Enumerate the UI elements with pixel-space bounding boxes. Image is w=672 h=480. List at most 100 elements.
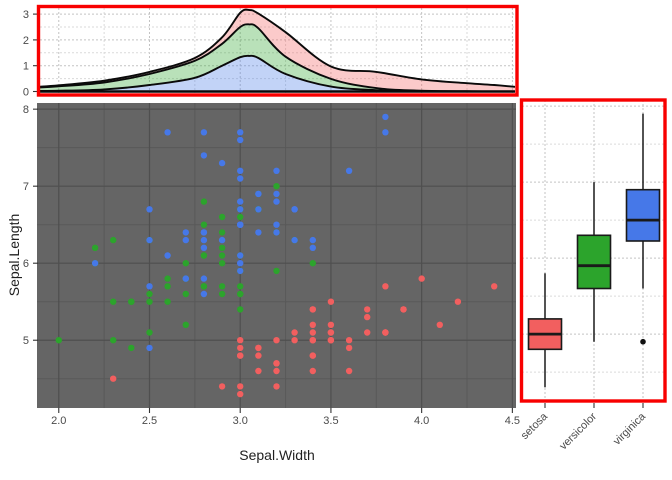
scatter-point-setosa — [327, 298, 335, 305]
scatter-point-versicolor — [146, 290, 153, 298]
scatter-point-setosa — [309, 329, 316, 336]
scatter-y-tick-label: 6 — [23, 258, 29, 270]
scatter-point-versicolor — [110, 337, 117, 344]
scatter-point-setosa — [345, 367, 353, 375]
scatter-point-virginica — [237, 129, 244, 136]
scatter-point-virginica — [91, 260, 99, 267]
scatter-point-virginica — [218, 159, 226, 167]
boxplot-virginica — [625, 113, 661, 345]
scatter-point-virginica — [255, 206, 262, 213]
scatter-point-versicolor — [200, 283, 208, 290]
scatter-panel-bg — [37, 103, 516, 408]
scatter-point-setosa — [309, 321, 316, 328]
scatter-point-setosa — [237, 390, 244, 398]
scatter-point-virginica — [237, 175, 244, 182]
density-areas — [40, 8, 515, 93]
scatter-x-tick-label: 2.5 — [142, 415, 157, 427]
scatter-point-setosa — [291, 337, 298, 344]
scatter-point-versicolor — [182, 290, 189, 298]
scatter-point-versicolor — [128, 344, 135, 352]
scatter-point-virginica — [237, 252, 244, 259]
scatter-point-virginica — [182, 275, 189, 282]
scatter-point-versicolor — [218, 283, 226, 290]
scatter-point-versicolor — [146, 329, 153, 336]
scatter-point-virginica — [382, 129, 389, 136]
scatter-point-versicolor — [110, 298, 117, 305]
scatter-point-setosa — [309, 352, 316, 359]
scatter-point-setosa — [309, 367, 316, 375]
box-category-label: versicolor — [557, 410, 599, 452]
scatter-point-setosa — [382, 329, 389, 336]
scatter-point-virginica — [146, 283, 153, 290]
scatter-y-tick-label: 5 — [23, 335, 29, 347]
scatter-point-virginica — [255, 229, 262, 236]
box-outlier — [640, 338, 646, 345]
scatter-point-virginica — [200, 275, 208, 282]
scatter-point-virginica — [382, 113, 389, 121]
scatter-point-virginica — [273, 221, 280, 228]
density-curve-2 — [40, 8, 515, 88]
scatter-point-versicolor — [146, 298, 153, 305]
scatter-x-tick-label: 3.0 — [233, 415, 248, 427]
scatter-points — [55, 113, 498, 398]
scatter-point-virginica — [255, 190, 262, 198]
scatter-point-versicolor — [164, 275, 171, 282]
scatter-point-setosa — [218, 383, 226, 390]
scatter-point-virginica — [200, 129, 208, 136]
scatter-point-versicolor — [218, 244, 226, 251]
scatter-point-virginica — [237, 221, 244, 228]
scatter-point-setosa — [309, 337, 316, 344]
y-axis-title: Sepal.Length — [6, 213, 22, 297]
density-band-versicolor — [40, 24, 515, 92]
scatter-point-versicolor — [237, 306, 244, 313]
scatter-point-virginica — [200, 152, 208, 159]
scatter-point-setosa — [273, 383, 280, 390]
scatter-point-setosa — [454, 298, 462, 305]
scatter-point-versicolor — [237, 213, 244, 221]
scatter-point-virginica — [182, 229, 189, 236]
scatter-point-versicolor — [128, 298, 135, 305]
scatter-point-versicolor — [91, 244, 99, 251]
scatter-point-setosa — [345, 344, 353, 352]
scatter-point-setosa — [327, 329, 335, 336]
scatter-point-setosa — [255, 367, 262, 375]
density-y-tick-label: 2 — [23, 35, 29, 47]
scatter-point-virginica — [164, 129, 171, 136]
scatter-point-setosa — [255, 352, 262, 359]
box-highlight-border — [519, 98, 667, 403]
scatter-point-virginica — [309, 244, 316, 251]
scatter-point-setosa — [345, 337, 353, 344]
scatter-point-versicolor — [237, 283, 244, 290]
scatter-point-setosa — [436, 321, 443, 328]
boxplot-versicolor — [576, 182, 612, 342]
scatter-point-versicolor — [164, 283, 171, 290]
scatter-point-setosa — [364, 313, 371, 321]
scatter-point-versicolor — [218, 260, 226, 267]
density-band-virginica — [40, 55, 515, 92]
density-y-tick-label: 3 — [23, 9, 29, 21]
scatter-point-virginica — [345, 167, 353, 174]
scatter-point-versicolor — [182, 260, 189, 267]
scatter-point-versicolor — [218, 213, 226, 221]
scatter-point-virginica — [146, 236, 153, 244]
scatter-point-versicolor — [164, 298, 171, 305]
scatter-point-virginica — [146, 344, 153, 352]
boxplot-setosa — [527, 273, 563, 388]
scatter-point-virginica — [237, 267, 244, 275]
scatter-point-virginica — [200, 229, 208, 236]
scatter-point-versicolor — [200, 198, 208, 205]
scatter-point-virginica — [237, 206, 244, 213]
scatter-point-setosa — [364, 329, 371, 336]
scatter-x-tick-label: 2.0 — [51, 415, 66, 427]
scatter-point-versicolor — [182, 321, 189, 328]
scatter-point-virginica — [291, 206, 298, 213]
scatter-point-setosa — [237, 352, 244, 359]
scatter-point-virginica — [273, 190, 280, 198]
scatter-point-virginica — [218, 236, 226, 244]
box-category-label: virginica — [611, 410, 649, 448]
scatter-point-setosa — [237, 344, 244, 352]
scatter-y-tick-label: 8 — [23, 104, 29, 116]
scatter-point-virginica — [200, 290, 208, 298]
scatter-point-versicolor — [273, 183, 280, 190]
